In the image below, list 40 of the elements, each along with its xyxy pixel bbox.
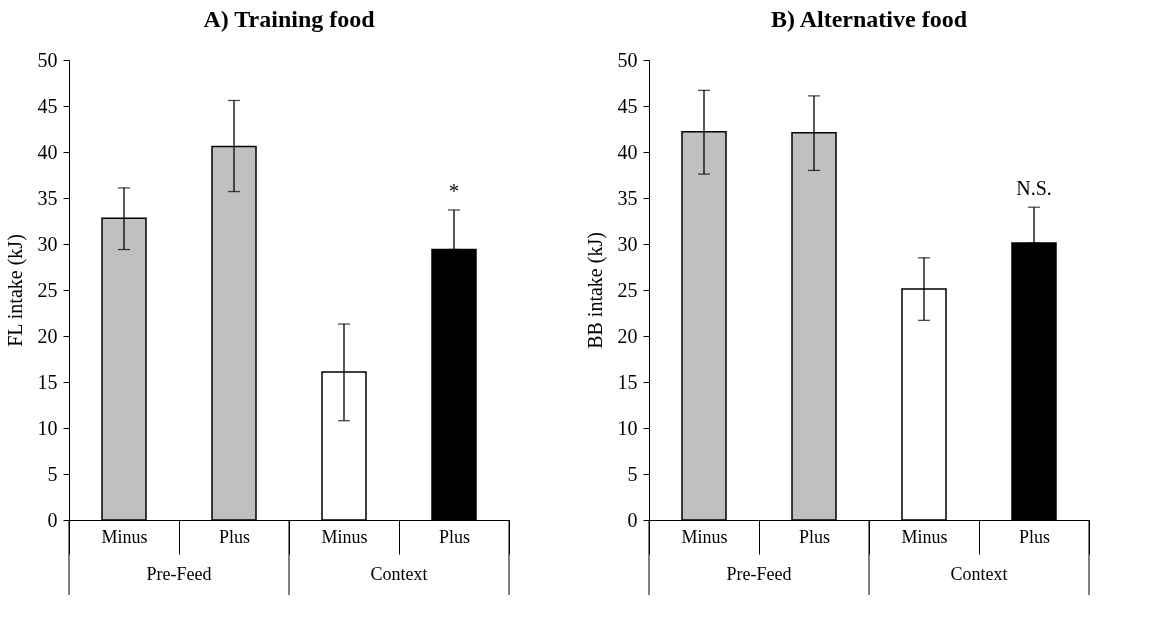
y-tick-label: 20 — [37, 324, 58, 347]
chart-title: A) Training food — [203, 6, 376, 32]
y-tick-label: 25 — [37, 278, 58, 301]
y-tick-label: 40 — [617, 140, 638, 163]
y-tick-label: 50 — [617, 48, 638, 71]
x-tick-label: Minus — [321, 526, 368, 547]
y-axis-title: FL intake (kJ) — [3, 234, 27, 347]
y-tick-label: 35 — [37, 186, 58, 209]
y-tick-label: 45 — [37, 94, 58, 117]
chart-title: B) Alternative food — [771, 6, 968, 32]
y-tick-label: 0 — [47, 508, 58, 531]
y-tick-label: 35 — [617, 186, 638, 209]
text: Pre-Feed — [726, 564, 792, 584]
text: Pre-Feed — [146, 564, 212, 584]
y-axis-title: BB intake (kJ) — [583, 232, 607, 349]
x-tick-label: Minus — [101, 526, 148, 547]
y-tick-label: 5 — [627, 462, 638, 485]
y-tick-label: 40 — [37, 140, 58, 163]
y-tick-label: 30 — [37, 232, 58, 255]
y-tick-label: 10 — [617, 416, 638, 439]
y-tick-label: 45 — [617, 94, 638, 117]
x-tick-label: Plus — [798, 526, 831, 547]
y-tick-label: 15 — [617, 370, 638, 393]
x-tick-label: Minus — [681, 526, 728, 547]
y-tick-label: 15 — [37, 370, 58, 393]
annotation: N.S. — [1016, 177, 1052, 200]
y-tick-label: 0 — [627, 508, 638, 531]
x-tick-label: Minus — [901, 526, 948, 547]
x-tick-label: Plus — [438, 526, 471, 547]
y-tick-label: 25 — [617, 278, 638, 301]
text: Context — [950, 564, 1008, 584]
y-tick-label: 5 — [47, 462, 58, 485]
y-tick-label: 50 — [37, 48, 58, 71]
annotation: * — [449, 179, 459, 202]
y-tick-label: 10 — [37, 416, 58, 439]
y-tick-label: 20 — [617, 324, 638, 347]
y-tick-label: 30 — [617, 232, 638, 255]
text: Context — [370, 564, 428, 584]
x-tick-label: Plus — [218, 526, 251, 547]
x-tick-label: Plus — [1018, 526, 1051, 547]
